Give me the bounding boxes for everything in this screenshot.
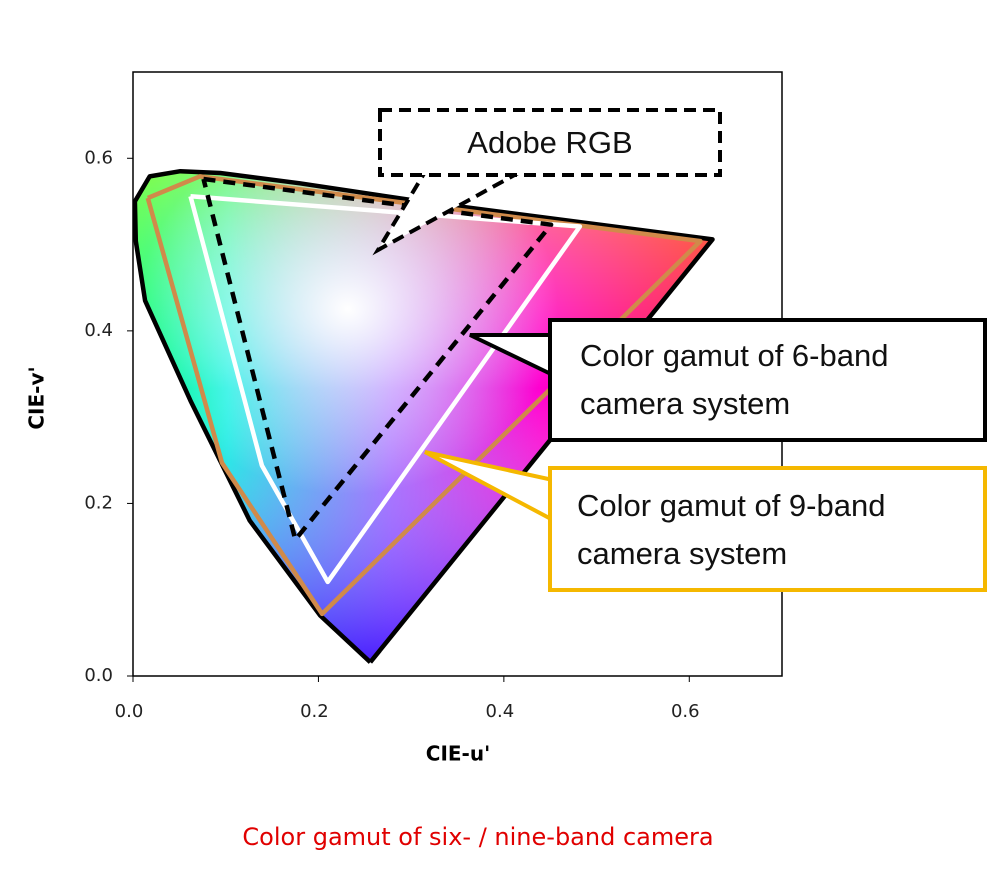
gamut-outline — [201, 176, 554, 542]
callout-mask — [553, 471, 982, 587]
gamut-outline — [132, 168, 715, 664]
x-axis-label: CIE-u' — [426, 742, 490, 766]
caption: Color gamut of six- / nine-band camera — [242, 823, 713, 851]
callout-text: Color gamut of 6-band — [580, 338, 888, 373]
y-tick-label: 0.6 — [84, 147, 113, 168]
callout-text: camera system — [577, 536, 787, 571]
gamut-outline — [188, 194, 583, 585]
callout-mask — [553, 323, 982, 437]
x-tick-label: 0.0 — [115, 701, 144, 722]
callout-mask — [383, 113, 717, 172]
y-tick-label: 0.0 — [84, 665, 113, 686]
callout: Color gamut of 9-band camera system — [424, 450, 987, 592]
callout-text: camera system — [580, 386, 790, 421]
y-tick-label: 0.2 — [84, 492, 113, 513]
callout-text: Color gamut of 9-band — [577, 488, 885, 523]
x-tick-label: 0.4 — [486, 701, 515, 722]
gamut-outline — [145, 174, 703, 617]
callout: Adobe RGB — [372, 108, 722, 256]
y-axis-label: CIE-v' — [25, 366, 49, 429]
x-tick-label: 0.6 — [671, 701, 700, 722]
callout-text: Adobe RGB — [467, 125, 632, 160]
y-tick-label: 0.4 — [84, 320, 113, 341]
x-tick-label: 0.2 — [300, 701, 329, 722]
callout: Color gamut of 6-band camera system — [469, 318, 987, 442]
